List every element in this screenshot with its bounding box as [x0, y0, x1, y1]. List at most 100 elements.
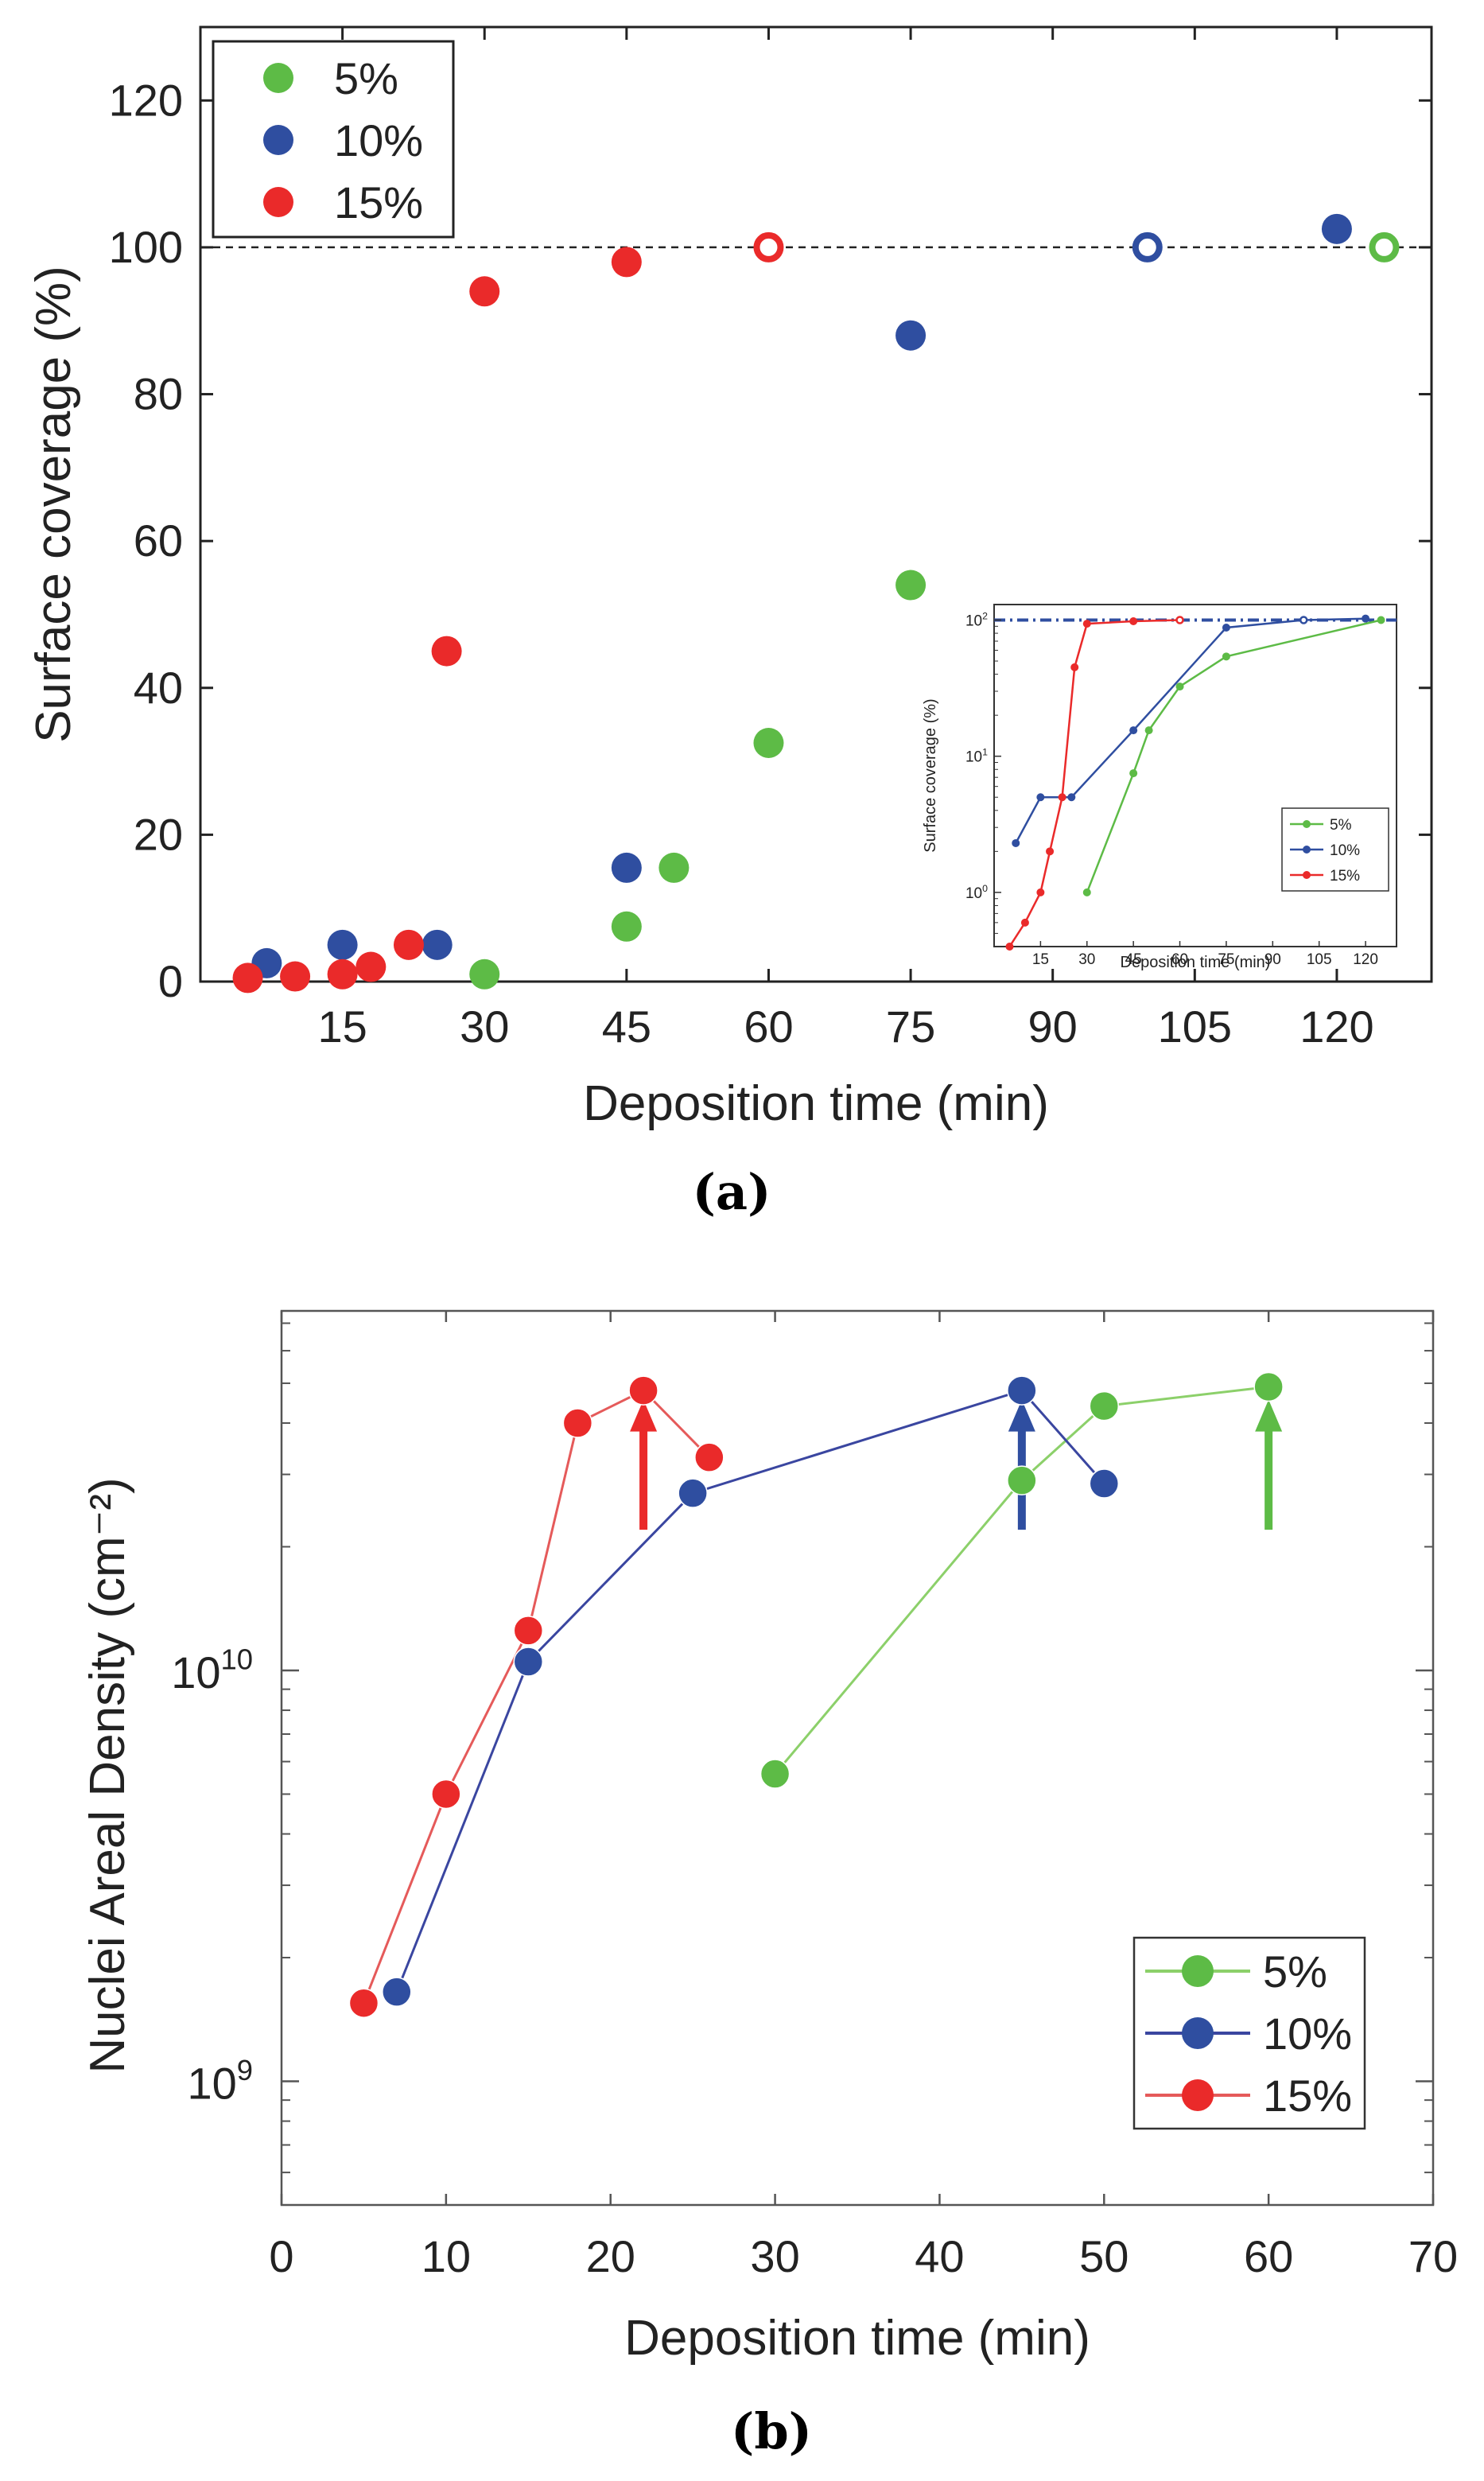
inset-x-tick-label: 60: [1171, 951, 1188, 968]
inset-y-axis-label: Surface coverage (%): [922, 698, 939, 852]
inset-point-5pct: [1144, 726, 1153, 735]
panel-b-x-tick-labels: 0 10 20 30 40 50 60 70: [269, 2231, 1458, 2281]
a-y-tick-label: 40: [134, 663, 183, 713]
inset-point-5pct: [1129, 769, 1138, 778]
b-x-tick-label: 60: [1244, 2231, 1293, 2281]
inset-x-axis-label: Deposition time (min): [1121, 954, 1271, 971]
a-point-10pct: [327, 929, 358, 960]
b-point-15pct: [694, 1442, 725, 1472]
inset-legend-label-15: 15%: [1330, 868, 1360, 885]
legend-marker-15: [263, 187, 293, 217]
b-point-15pct: [628, 1375, 658, 1406]
a-x-tick-label: 45: [602, 1001, 651, 1052]
panel-b-label: (b): [731, 2402, 812, 2460]
inset-point-15pct: [1058, 793, 1066, 802]
a-point-10pct: [895, 320, 927, 351]
inset-points: [1005, 614, 1385, 951]
inset-point-15pct: [1020, 918, 1029, 927]
panel-a-legend-box: [212, 40, 455, 239]
inset-point-5pct: [1377, 616, 1385, 624]
b-legend-marker-10: [1182, 2017, 1214, 2049]
b-point-10pct: [382, 1977, 412, 2007]
b-arrow-head: [1008, 1399, 1035, 1432]
panel-a-y-axis-label: Surface coverage (%): [26, 266, 81, 743]
b-point-5pct: [759, 1759, 791, 1789]
inset-y-tick-label: 102: [965, 611, 988, 630]
a-y-tick-label: 100: [109, 222, 183, 272]
b-legend-marker-5: [1182, 1955, 1214, 1987]
panel-a-chart: 15 30 45 60 75 90 105 120 0 20 40 60 80 100 120 Depos…: [26, 25, 1433, 1221]
inset-point-15pct: [1175, 616, 1184, 624]
a-point-10pct: [611, 852, 642, 883]
b-x-tick-label: 50: [1079, 2231, 1129, 2281]
panel-a-x-tick-labels: 15 30 45 60 75 90 105 120: [317, 1001, 1373, 1052]
panel-b-x-axis-label: Deposition time (min): [624, 2311, 1090, 2366]
a-point-5pct: [753, 728, 784, 758]
a-x-tick-label: 75: [886, 1001, 935, 1052]
b-point-5pct: [1253, 1371, 1284, 1402]
a-point-5pct: [469, 959, 500, 990]
panel-b-y-tick-1e10: 1010: [171, 1643, 253, 1697]
b-x-tick-label: 10: [422, 2231, 471, 2281]
a-x-tick-label: 15: [317, 1001, 367, 1052]
panel-a-label: (a): [693, 1163, 771, 1221]
inset-point-5pct: [1222, 652, 1230, 661]
inset-x-tick-label: 30: [1078, 951, 1095, 968]
inset-point-15pct: [1082, 620, 1091, 628]
inset-point-10pct: [1222, 624, 1230, 632]
inset-y-tick-label: 100: [965, 883, 988, 902]
b-point-5pct: [1007, 1465, 1037, 1495]
a-y-tick-label: 120: [109, 75, 183, 125]
panel-a-x-axis-label: Deposition time (min): [583, 1076, 1049, 1131]
a-y-tick-label: 20: [134, 809, 183, 859]
a-x-tick-label: 90: [1028, 1001, 1078, 1052]
a-point-5pct: [611, 911, 642, 942]
inset-point-10pct: [1012, 838, 1020, 847]
inset-x-tick-label: 15: [1032, 951, 1049, 968]
inset-point-10pct: [1129, 726, 1138, 735]
inset-x-tick-label: 120: [1353, 951, 1378, 968]
b-legend-label-5: 5%: [1263, 1946, 1327, 1997]
inset-legend-marker-10: [1303, 846, 1311, 854]
b-line-5pct: [774, 1386, 1269, 1775]
b-x-tick-label: 70: [1408, 2231, 1458, 2281]
legend-label-5: 5%: [334, 53, 398, 103]
a-point-10pct: [1321, 213, 1352, 244]
inset-point-10pct: [1362, 614, 1370, 623]
a-point-15pct: [431, 636, 462, 667]
panel-b-ticks: [280, 1311, 1435, 2206]
inset-x-tick-label: 75: [1218, 951, 1234, 968]
b-legend-marker-15: [1182, 2079, 1214, 2111]
legend-label-10: 10%: [334, 115, 423, 165]
inset-point-10pct: [1067, 793, 1076, 802]
inset-legend-marker-15: [1303, 871, 1311, 879]
b-point-10pct: [678, 1478, 708, 1508]
panel-b-legend: 5% 10% 15%: [1132, 1936, 1366, 2130]
a-y-tick-label: 80: [134, 369, 183, 419]
inset-ticks: 15 30 45 60 75 90 105 120 100 101 102: [965, 611, 1378, 968]
panel-a-legend: 5% 10% 15%: [212, 40, 455, 239]
inset-point-10pct: [1036, 793, 1045, 802]
a-y-tick-label: 0: [158, 956, 183, 1006]
inset-point-15pct: [1036, 888, 1045, 896]
inset-legend-label-10: 10%: [1330, 842, 1360, 859]
a-point-15pct: [393, 929, 424, 960]
legend-label-15: 15%: [334, 177, 423, 227]
b-point-5pct: [1089, 1390, 1120, 1421]
b-point-10pct: [1089, 1468, 1120, 1499]
a-point-15pct: [355, 951, 387, 982]
a-x-tick-label: 30: [460, 1001, 509, 1052]
b-arrow-head: [1255, 1399, 1283, 1432]
b-legend-label-15: 15%: [1263, 2071, 1352, 2121]
inset-legend-marker-5: [1303, 820, 1311, 828]
b-point-10pct: [513, 1647, 544, 1677]
b-point-15pct: [562, 1408, 593, 1438]
a-point-5pct: [895, 570, 927, 601]
a-y-tick-label: 60: [134, 515, 183, 566]
a-point-10pct: [1132, 231, 1163, 262]
panel-b-chart: 0 10 20 30 40 50 60 70 109 1010 Deposition time…: [80, 1309, 1458, 2460]
panel-a-points: [232, 213, 1400, 994]
panel-b-points: [348, 1371, 1284, 2018]
b-x-tick-label: 0: [269, 2231, 293, 2281]
inset-x-tick-label: 90: [1265, 951, 1281, 968]
